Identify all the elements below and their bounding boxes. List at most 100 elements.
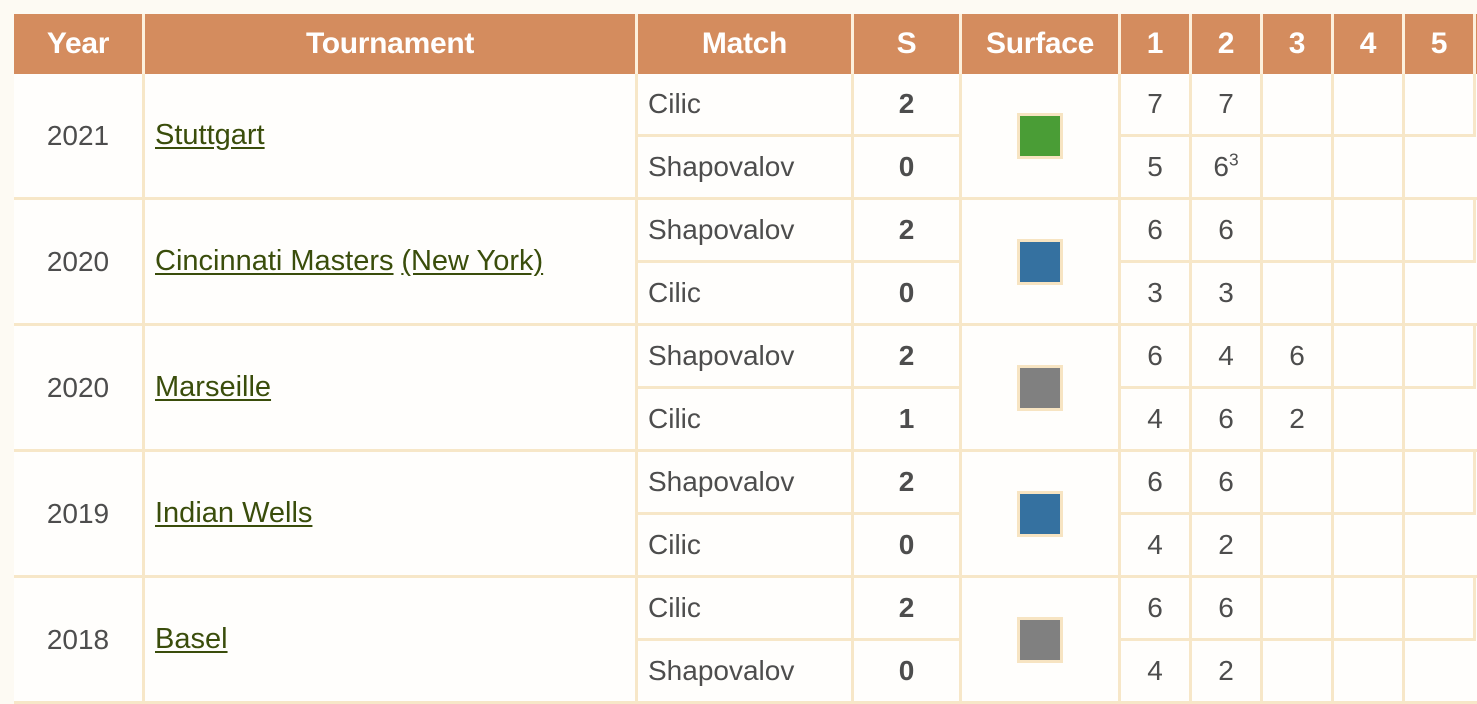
cell-set-score [1263,74,1334,137]
set-games: 6 [1213,151,1229,182]
cell-surface [962,74,1121,200]
set-games: 6 [1218,403,1234,434]
surface-swatch-indoor-hard [1017,364,1063,411]
cell-tournament: Stuttgart [145,74,638,200]
set-games: 6 [1289,340,1305,371]
cell-set-score [1405,74,1476,137]
cell-player-name: Cilic [638,263,854,326]
tournament-link[interactable]: Stuttgart [155,119,265,151]
set-games: 7 [1147,88,1163,119]
cell-tournament: Cincinnati Masters (New York) [145,200,638,326]
cell-set-score: 6 [1263,326,1334,389]
cell-player-name: Cilic [638,578,854,641]
column-header-surface[interactable]: Surface [962,14,1121,74]
set-games: 6 [1147,340,1163,371]
tournament-link[interactable]: Basel [155,623,228,655]
cell-tournament: Basel [145,578,638,704]
cell-set-score [1263,263,1334,326]
cell-set-score [1263,200,1334,263]
set-games: 4 [1147,403,1163,434]
table-row: Cilic 1 4 6 2 [14,389,1477,452]
cell-sets-won: 0 [854,263,962,326]
cell-set-score: 6 [1121,578,1192,641]
table-body: 2021StuttgartCilic277QFShapovalov0563202… [14,74,1477,704]
column-header-set-3[interactable]: 3 [1263,14,1334,74]
cell-surface [962,326,1121,452]
set-games: 5 [1147,151,1163,182]
cell-set-score: 63 [1192,137,1263,200]
column-header-year[interactable]: Year [14,14,145,74]
tournament-link[interactable]: Marseille [155,371,272,403]
cell-surface [962,200,1121,326]
column-header-sets[interactable]: S [854,14,962,74]
cell-set-score [1334,641,1405,704]
cell-year: 2019 [14,452,145,578]
cell-set-score: 6 [1192,452,1263,515]
cell-set-score: 6 [1121,326,1192,389]
cell-set-score [1263,515,1334,578]
set-games: 6 [1218,214,1234,245]
set-games: 2 [1289,403,1305,434]
cell-surface [962,452,1121,578]
column-header-set-2[interactable]: 2 [1192,14,1263,74]
cell-year: 2020 [14,200,145,326]
set-games: 4 [1147,655,1163,686]
cell-set-score [1334,200,1405,263]
cell-surface [962,578,1121,704]
cell-set-score: 2 [1192,515,1263,578]
cell-set-score: 6 [1192,389,1263,452]
cell-set-score [1405,452,1476,515]
column-header-tournament[interactable]: Tournament [145,14,638,74]
set-games: 6 [1147,592,1163,623]
head-to-head-results-table: Year Tournament Match S Surface 1 2 3 4 … [14,14,1477,704]
surface-swatch-indoor-hard [1017,616,1063,663]
cell-sets-won: 0 [854,137,962,200]
surface-swatch-grass [1017,112,1063,159]
cell-set-score: 4 [1192,326,1263,389]
cell-set-score [1334,515,1405,578]
cell-set-score: 6 [1192,578,1263,641]
cell-set-score [1405,578,1476,641]
cell-set-score [1405,263,1476,326]
cell-set-score [1405,200,1476,263]
cell-sets-won: 2 [854,326,962,389]
cell-player-name: Cilic [638,515,854,578]
table-row: Cilic 0 4 2 [14,515,1477,578]
tournament-link[interactable]: Indian Wells [155,497,313,529]
cell-set-score [1263,578,1334,641]
table-row: 2020 Cincinnati Masters (New York) Shapova… [14,200,1477,326]
cell-set-score [1334,389,1405,452]
cell-set-score: 2 [1192,641,1263,704]
tournament-link[interactable]: Cincinnati Masters [155,245,394,277]
cell-set-score [1263,641,1334,704]
tournament-link[interactable]: (New York) [401,245,544,277]
column-header-set-4[interactable]: 4 [1334,14,1405,74]
cell-sets-won: 0 [854,641,962,704]
set-games: 6 [1147,214,1163,245]
cell-set-score [1334,137,1405,200]
column-header-set-1[interactable]: 1 [1121,14,1192,74]
cell-set-score [1334,578,1405,641]
set-games: 2 [1218,655,1234,686]
set-games: 6 [1218,466,1234,497]
cell-set-score: 6 [1192,200,1263,263]
table-header: Year Tournament Match S Surface 1 2 3 4 … [14,14,1477,74]
cell-year: 2021 [14,74,145,200]
set-games: 6 [1147,466,1163,497]
set-games: 4 [1147,529,1163,560]
header-row: Year Tournament Match S Surface 1 2 3 4 … [14,14,1477,74]
table-row: 2020MarseilleShapovalov2646R16 [14,326,1477,452]
cell-set-score [1405,137,1476,200]
set-games: 6 [1218,592,1234,623]
cell-set-score [1405,641,1476,704]
column-header-set-5[interactable]: 5 [1405,14,1476,74]
column-header-match[interactable]: Match [638,14,854,74]
cell-tournament: Marseille [145,326,638,452]
cell-set-score: 3 [1192,263,1263,326]
cell-set-score [1405,515,1476,578]
cell-set-score [1263,452,1334,515]
table-row: 2018BaselCilic2661R [14,578,1477,704]
set-games: 3 [1147,277,1163,308]
